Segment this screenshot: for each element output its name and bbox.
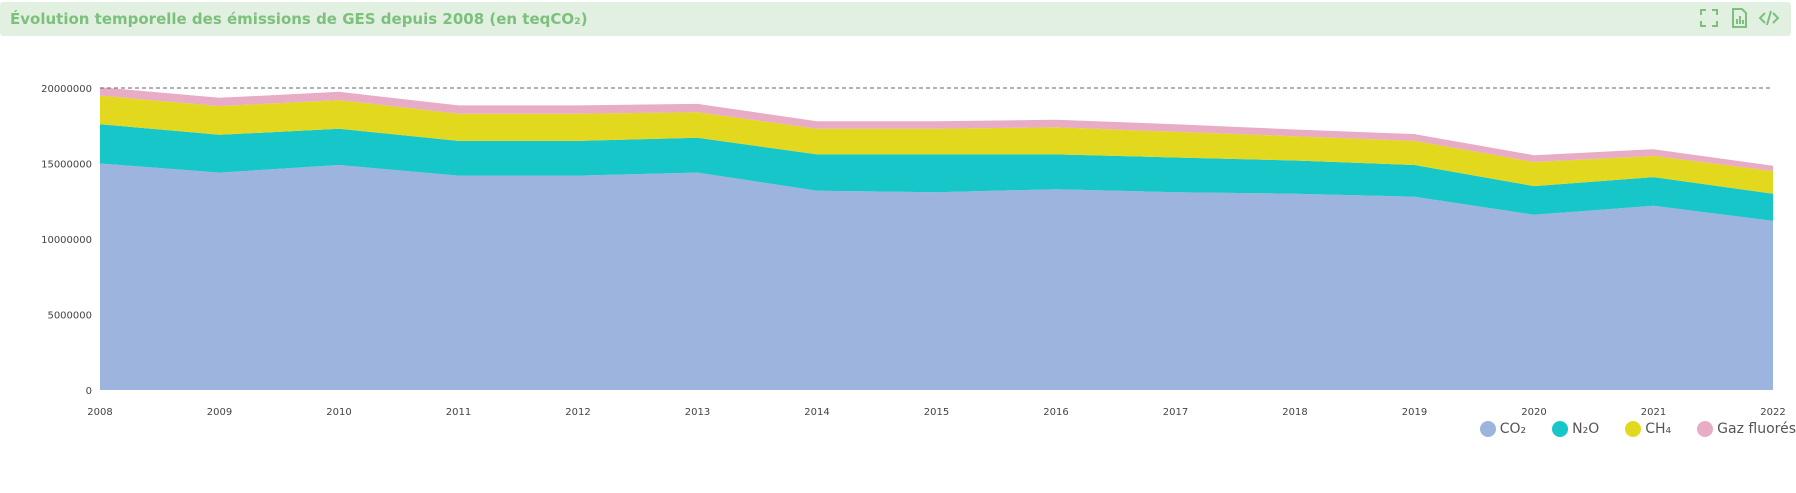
x-tick-label: 2014: [804, 407, 829, 418]
x-tick-label: 2013: [685, 407, 710, 418]
area-series-3: [100, 87, 1773, 172]
x-tick-label: 2022: [1760, 407, 1785, 418]
x-tick-label: 2009: [207, 407, 232, 418]
y-tick-label: 5000000: [47, 311, 92, 322]
fullscreen-icon[interactable]: [1699, 8, 1719, 28]
legend-label: N₂O: [1572, 421, 1600, 437]
legend-item[interactable]: N₂O: [1552, 421, 1599, 437]
y-tick-label: 15000000: [41, 160, 92, 171]
y-tick-label: 10000000: [41, 235, 92, 246]
legend-item[interactable]: CO₂: [1479, 421, 1527, 437]
x-tick-label: 2015: [924, 407, 949, 418]
chart-legend: CO₂ N₂O CH₄ Gaz fluorés: [1479, 421, 1796, 437]
legend-swatch: [1479, 421, 1496, 437]
x-tick-label: 2008: [87, 407, 112, 418]
y-tick-label: 20000000: [41, 84, 92, 95]
legend-label: Gaz fluorés: [1717, 421, 1796, 437]
legend-label: CH₄: [1645, 421, 1672, 437]
x-tick-label: 2018: [1282, 407, 1307, 418]
export-data-icon[interactable]: [1729, 8, 1749, 28]
embed-code-icon[interactable]: [1759, 8, 1779, 28]
legend-item[interactable]: CH₄: [1625, 421, 1671, 437]
area-series-0: [100, 163, 1773, 390]
chart-header: Évolution temporelle des émissions de GE…: [0, 2, 1791, 36]
legend-swatch: [1552, 421, 1569, 437]
chart-toolbar: [1699, 8, 1779, 28]
legend-item[interactable]: Gaz fluorés: [1697, 421, 1796, 437]
legend-swatch: [1625, 421, 1642, 437]
y-tick-label: 0: [86, 386, 92, 397]
x-tick-label: 2017: [1163, 407, 1188, 418]
x-tick-label: 2011: [446, 407, 471, 418]
area-series-1: [100, 124, 1773, 221]
x-tick-label: 2012: [565, 407, 590, 418]
x-tick-label: 2016: [1043, 407, 1068, 418]
chart-title: Évolution temporelle des émissions de GE…: [10, 10, 588, 28]
x-tick-label: 2021: [1641, 407, 1666, 418]
area-series-2: [100, 95, 1773, 194]
x-tick-label: 2019: [1402, 407, 1427, 418]
x-tick-label: 2010: [326, 407, 351, 418]
x-tick-label: 2020: [1521, 407, 1546, 418]
legend-swatch: [1697, 421, 1714, 437]
stacked-area-chart: 0 5000000 10000000 15000000 20000000 2008 2009…: [41, 84, 1786, 418]
legend-label: CO₂: [1499, 421, 1527, 437]
